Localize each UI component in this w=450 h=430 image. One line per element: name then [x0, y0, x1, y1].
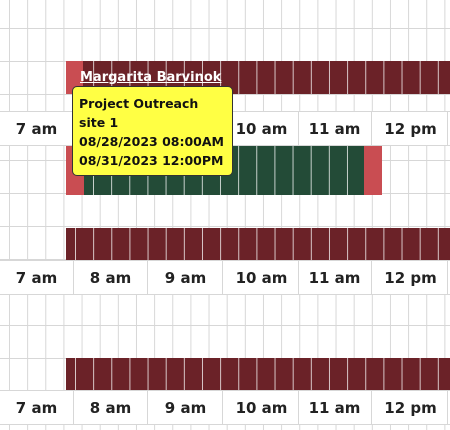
hour-label: 9 am: [149, 391, 223, 424]
hour-label: 7 am: [0, 112, 74, 145]
hour-label: 10 am: [225, 112, 299, 145]
hour-label: 12 pm: [374, 391, 448, 424]
hour-label: 8 am: [74, 261, 148, 294]
hour-label: 12 pm: [374, 261, 448, 294]
hour-label: 12 pm: [374, 112, 448, 145]
hour-label: 10 am: [225, 391, 299, 424]
tooltip-start-date: 08/28/2023 08:00AM: [79, 132, 226, 151]
hour-label: 8 am: [74, 391, 148, 424]
hour-label: 9 am: [149, 261, 223, 294]
tooltip-end-date: 08/31/2023 12:00PM: [79, 151, 226, 170]
hour-header-row-2: 7 am 8 am 9 am 10 am 11 am 12 pm: [0, 260, 450, 295]
event-bar[interactable]: [66, 228, 450, 261]
event-bar[interactable]: [66, 358, 450, 391]
event-tooltip: Project Outreach site 1 08/28/2023 08:00…: [72, 86, 233, 176]
hour-label: 11 am: [298, 261, 372, 294]
hour-label: 7 am: [0, 261, 74, 294]
tooltip-title-line1: Project Outreach: [79, 94, 226, 113]
hour-label: 11 am: [298, 391, 372, 424]
hour-label: 10 am: [225, 261, 299, 294]
hour-label: 11 am: [298, 112, 372, 145]
event-owner-name[interactable]: Margarita Barvinok: [80, 70, 221, 85]
hour-label: 7 am: [0, 391, 74, 424]
hour-header-row-3: 7 am 8 am 9 am 10 am 11 am 12 pm: [0, 390, 450, 425]
tooltip-title-line2: site 1: [79, 113, 226, 132]
